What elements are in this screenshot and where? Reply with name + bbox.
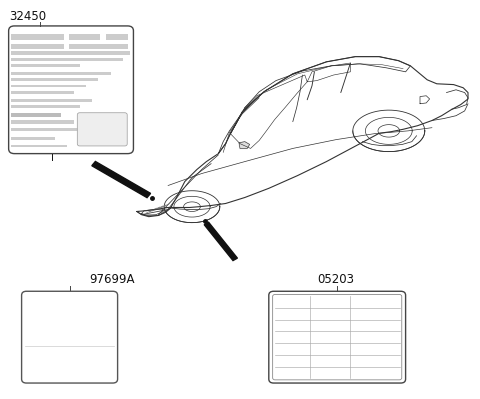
Polygon shape <box>204 222 238 261</box>
FancyBboxPatch shape <box>269 291 406 383</box>
Text: 32450: 32450 <box>10 10 47 23</box>
Bar <box>11 113 61 117</box>
Polygon shape <box>92 162 151 198</box>
Bar <box>11 99 92 101</box>
Bar <box>11 64 80 67</box>
Bar <box>11 128 80 131</box>
FancyBboxPatch shape <box>273 294 402 380</box>
Bar <box>69 34 100 40</box>
Bar <box>11 72 111 75</box>
Bar <box>11 105 80 108</box>
Bar <box>11 120 73 124</box>
Bar <box>69 44 129 49</box>
Polygon shape <box>239 142 250 148</box>
Bar <box>11 51 130 55</box>
FancyBboxPatch shape <box>9 26 133 154</box>
Bar <box>106 34 129 40</box>
FancyBboxPatch shape <box>22 291 118 383</box>
Bar <box>11 85 86 87</box>
Text: 97699A: 97699A <box>89 273 134 286</box>
Bar <box>11 44 63 49</box>
Bar <box>11 58 123 61</box>
Bar <box>11 78 98 81</box>
Bar <box>11 137 55 140</box>
Bar <box>11 145 67 148</box>
Bar <box>11 34 63 40</box>
FancyBboxPatch shape <box>77 113 127 146</box>
Bar <box>11 91 73 94</box>
Text: 05203: 05203 <box>317 273 354 286</box>
